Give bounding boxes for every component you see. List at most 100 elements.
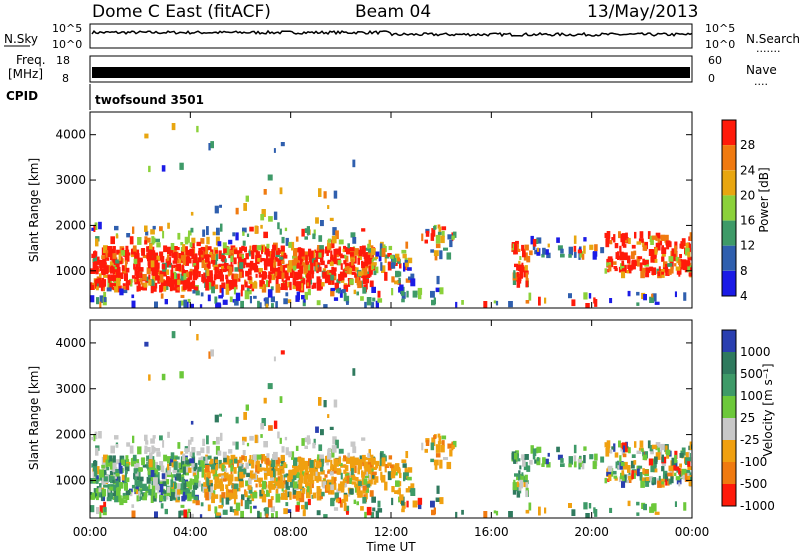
velocity-cell — [301, 489, 305, 494]
power-cell — [401, 298, 405, 303]
power-cell — [175, 247, 180, 251]
time-tick-label: 04:00 — [173, 525, 208, 539]
velocity-cell — [289, 491, 292, 500]
velocity-cell — [207, 504, 211, 512]
velocity-cell — [447, 443, 453, 449]
velocity-cell — [191, 447, 196, 453]
power-cell — [132, 245, 137, 252]
velocity-cell — [430, 458, 435, 463]
power-cell — [112, 283, 117, 287]
power-cell — [292, 255, 297, 259]
velocity-cell — [371, 471, 377, 476]
power-cell — [351, 258, 354, 266]
velocity-cell — [365, 483, 371, 488]
velocity-cell — [333, 507, 339, 511]
velocity-cell — [368, 449, 371, 457]
power-cell — [291, 241, 295, 251]
power-cell — [306, 226, 310, 235]
power-cell — [164, 299, 168, 305]
velocity-cell — [674, 472, 677, 476]
velocity-cell — [103, 476, 108, 482]
power-cell — [147, 261, 151, 266]
power-cell — [193, 263, 198, 267]
velocity-cell — [287, 475, 292, 482]
power-cell — [412, 290, 418, 298]
power-cell — [606, 262, 612, 267]
power-cell — [204, 263, 207, 271]
velocity-cell — [657, 481, 661, 486]
power-cell — [113, 280, 117, 286]
velocity-cell — [179, 488, 183, 495]
velocity-cell — [371, 457, 376, 465]
power-cell — [113, 275, 118, 282]
velocity-cell — [417, 497, 423, 505]
power-cell — [605, 238, 610, 248]
velocity-cell — [164, 508, 168, 515]
velocity-cell — [225, 484, 229, 489]
velocity-cell — [301, 504, 305, 510]
power-cell — [250, 264, 256, 269]
power-cell — [128, 252, 131, 256]
power-cell — [639, 231, 644, 239]
velocity-cell — [301, 493, 304, 501]
power-cell — [207, 261, 211, 268]
velocity-cell — [384, 464, 390, 468]
power-cell — [340, 263, 343, 270]
velocity-cell — [367, 453, 370, 458]
velocity-cell — [90, 505, 95, 513]
velocity-cell — [347, 487, 351, 491]
power-cell — [196, 241, 201, 247]
power-cell — [357, 280, 362, 289]
velocity-cell — [268, 481, 273, 487]
power-cell — [258, 268, 263, 273]
power-cell — [292, 284, 297, 290]
velocity-cell — [493, 510, 497, 514]
velocity-cell — [103, 484, 108, 488]
power-cell — [306, 276, 310, 286]
velocity-cell — [342, 458, 345, 462]
power-cell — [361, 228, 366, 232]
velocity-cell — [273, 485, 276, 489]
power-cell — [322, 271, 327, 279]
power-cell — [204, 278, 209, 283]
power-cell — [234, 299, 239, 306]
velocity-cell — [349, 461, 354, 466]
velocity-cell — [96, 475, 99, 480]
power-cell — [657, 237, 660, 244]
velocity-cell — [583, 502, 588, 510]
power-cell — [433, 297, 436, 304]
velocity-cell — [676, 478, 682, 485]
velocity-cell — [379, 452, 383, 461]
velocity-cell — [116, 459, 121, 465]
velocity-cell — [220, 432, 223, 441]
power-cell — [247, 275, 252, 281]
velocity-cell — [193, 466, 196, 472]
velocity-cell — [628, 475, 633, 481]
velocity-cell — [326, 479, 330, 488]
velocity-cell — [197, 466, 202, 472]
power-cell — [132, 226, 135, 234]
power-cell — [610, 258, 614, 268]
power-cell — [227, 282, 233, 290]
velocity-cell — [151, 445, 155, 455]
velocity-cell — [288, 451, 292, 458]
velocity-cell — [401, 508, 405, 513]
velocity-cell — [230, 465, 234, 472]
power-cell — [201, 274, 204, 282]
velocity-cell — [560, 463, 565, 467]
power-cell — [111, 253, 117, 259]
time-axis-label: Time UT — [365, 540, 416, 554]
velocity-cell — [660, 443, 665, 451]
velocity-cell — [583, 446, 587, 451]
power-cell — [518, 264, 523, 271]
power-cell — [650, 256, 655, 263]
velocity-cell — [316, 492, 322, 501]
power-cell — [155, 259, 159, 265]
velocity-cell — [145, 440, 149, 445]
power-cell — [649, 296, 654, 303]
power-cell — [607, 256, 613, 263]
velocity-cell — [585, 513, 590, 518]
power-cell — [317, 245, 321, 252]
power-cell — [148, 249, 153, 258]
velocity-cell — [437, 433, 441, 438]
